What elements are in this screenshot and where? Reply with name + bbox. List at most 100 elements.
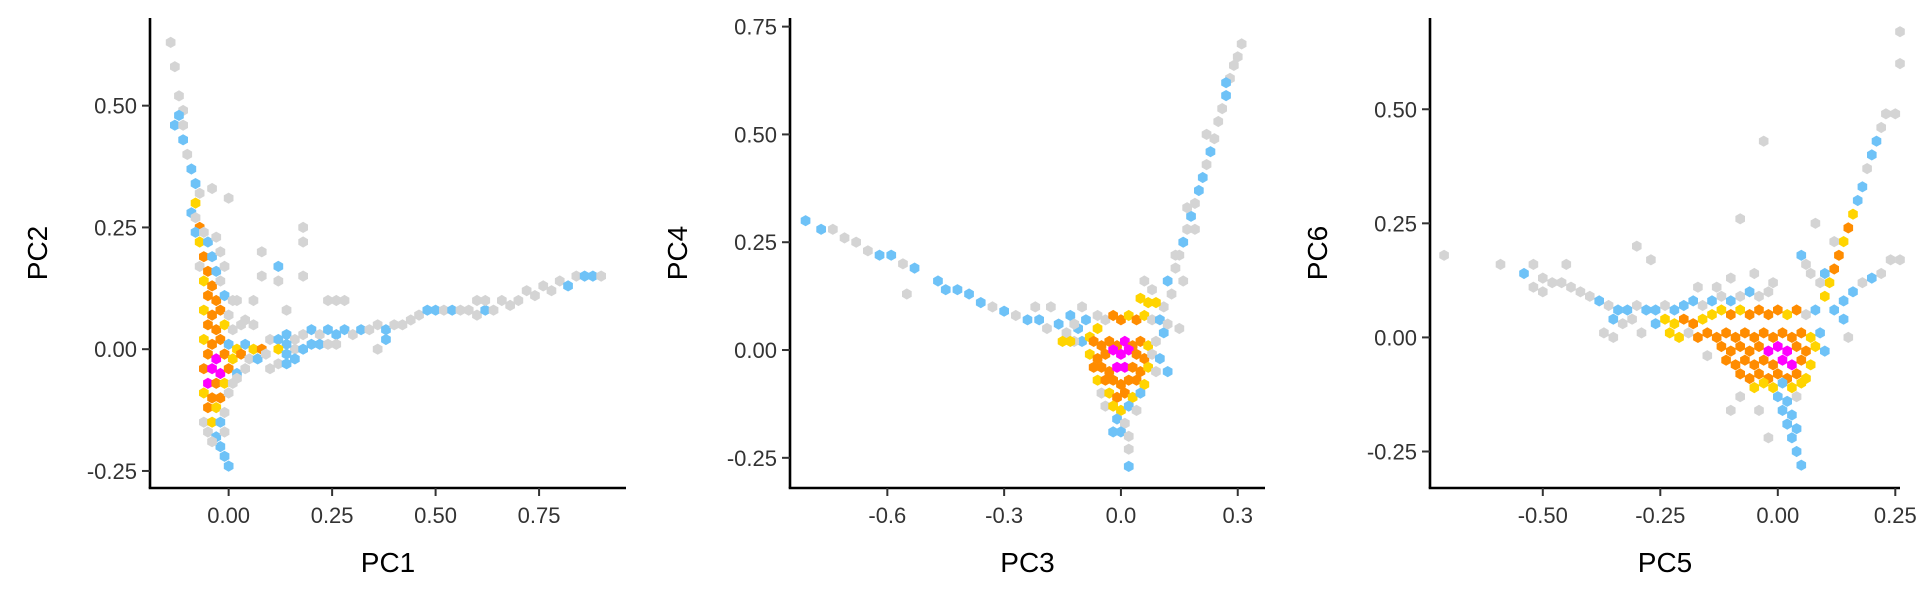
- hexbin-cell: [1088, 361, 1099, 373]
- hexbin-cell: [1575, 286, 1586, 298]
- hexbin-cell: [1834, 249, 1844, 261]
- hexbin-cell: [1895, 254, 1905, 266]
- hexbin-cell: [1726, 345, 1736, 357]
- hexbin-cell: [170, 119, 180, 131]
- hexbin-cell: [1702, 350, 1713, 362]
- x-tick-label: -0.6: [868, 503, 906, 528]
- hexbin-cell: [1820, 290, 1830, 302]
- hexbin-cell: [182, 148, 193, 160]
- hexbin-cell: [1829, 304, 1839, 316]
- hexbin-cell: [211, 265, 222, 277]
- hexbin-cell: [1139, 309, 1150, 322]
- hexbin-cell: [1155, 353, 1165, 365]
- hexbin-cell: [207, 309, 217, 321]
- hexbin-cell: [1123, 309, 1134, 322]
- hexbin-cell: [1127, 391, 1138, 403]
- hexbin-cell: [1768, 382, 1778, 394]
- hexbin-cell: [199, 416, 209, 428]
- hexbin-cell: [248, 319, 259, 331]
- hexbin-cell: [1829, 263, 1839, 275]
- hexbin-cell: [886, 249, 897, 261]
- hexbin-cell: [1135, 366, 1146, 378]
- hexbin-cell: [215, 333, 226, 346]
- hexbin-cell: [447, 304, 457, 316]
- hexbin-cell: [1679, 313, 1689, 325]
- y-tick-label: 0.00: [1374, 325, 1417, 350]
- hexbin-cell: [273, 275, 284, 287]
- hexbin-cell: [194, 187, 205, 199]
- hexbin-cell: [1190, 223, 1200, 235]
- hexbin-cell: [1608, 313, 1619, 325]
- hexbin-cell: [227, 353, 238, 365]
- x-ticks: -0.6 -0.3 0.0 0.3: [868, 488, 1253, 528]
- hexbin-cell: [1088, 335, 1099, 347]
- hexbin-cell: [372, 319, 383, 331]
- hexbin-cell: [298, 221, 308, 233]
- hexbin-cell: [306, 324, 317, 336]
- hexbin-cell: [1022, 314, 1033, 326]
- hexbin-cell: [215, 367, 226, 380]
- hexbin-cell: [1182, 202, 1192, 214]
- hexbin-cell: [1801, 258, 1811, 270]
- hexbin-cell: [1201, 159, 1212, 171]
- hexbin-cell: [472, 309, 482, 321]
- hexbin-cell: [194, 236, 205, 248]
- hexbin-cell: [588, 270, 598, 282]
- hexbin-cell: [1730, 359, 1741, 371]
- hexbin-cell: [339, 294, 350, 307]
- hexbin-cell: [571, 270, 582, 282]
- hexbin-cell: [1693, 281, 1703, 293]
- hexbin-cell: [1236, 38, 1247, 50]
- hexbin-cell: [298, 236, 308, 248]
- hexbin-cell: [863, 245, 873, 257]
- hexbin-cell: [1519, 267, 1529, 280]
- hexbin-cell: [1627, 313, 1637, 325]
- y-tick-label: 0.25: [1374, 211, 1417, 236]
- hexbin-cell: [1116, 378, 1126, 391]
- hexbin-cell: [1791, 368, 1802, 380]
- hexbin-cell: [480, 304, 491, 316]
- hexbin-cell: [1758, 135, 1769, 147]
- hexbin-cell: [203, 348, 213, 360]
- hexbin-cell: [964, 288, 974, 300]
- hexbin-cell: [219, 319, 230, 331]
- hexbin-cell: [1034, 314, 1044, 326]
- hexbin-cell: [1721, 354, 1731, 366]
- hexbin-cell: [1170, 249, 1181, 261]
- hexbin-cell: [1139, 275, 1150, 287]
- x-tick-label: 0.25: [311, 503, 354, 528]
- hexbin-cell: [1744, 286, 1755, 298]
- hexbin-cell: [314, 329, 325, 341]
- hexbin-cell: [1108, 309, 1118, 322]
- hexbin-cell: [1116, 404, 1126, 416]
- hexbin-cell: [1646, 254, 1656, 266]
- x-ticks: 0.00 0.25 0.50 0.75: [207, 488, 560, 528]
- hexbin-cell: [1754, 368, 1764, 380]
- hexbin-cell: [1205, 146, 1216, 158]
- hexbin-cell: [1749, 382, 1760, 394]
- x-tick-label: 0.00: [1756, 503, 1799, 528]
- hexbin-cell: [1131, 374, 1142, 386]
- x-tick-label: -0.3: [985, 503, 1023, 528]
- hexbin-cell: [1763, 345, 1774, 357]
- hexbin-cell: [1617, 318, 1628, 330]
- hexbin-cell: [1603, 299, 1614, 312]
- hexbin-cell: [1679, 299, 1689, 312]
- hexbin-layer: [1439, 26, 1905, 471]
- hexbin-cell: [1229, 59, 1239, 71]
- hexbin-cell: [1151, 297, 1161, 309]
- hexbin-cell: [1650, 304, 1661, 316]
- hexbin-cell: [232, 372, 242, 384]
- hexbin-cell: [1108, 400, 1118, 412]
- hexbin-cell: [1217, 103, 1227, 115]
- hexbin-cell: [199, 275, 209, 287]
- hexbin-cell: [1147, 284, 1157, 296]
- hexbin-cell: [1867, 149, 1877, 161]
- hexbin-cell: [211, 377, 222, 389]
- hexbin-cell: [1782, 345, 1792, 357]
- hexbin-cell: [1092, 374, 1103, 386]
- hexbin-cell: [1838, 236, 1849, 248]
- hexbin-cell: [1632, 240, 1642, 252]
- hexbin-cell: [1787, 382, 1797, 394]
- hexbin-cell: [933, 275, 943, 287]
